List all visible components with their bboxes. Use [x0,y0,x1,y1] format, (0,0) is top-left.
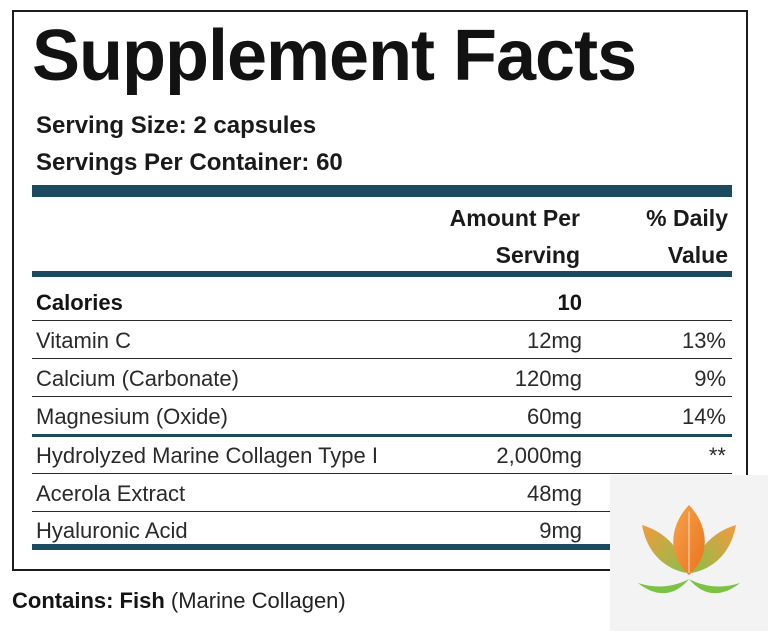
allergen-statement: Contains: Fish (Marine Collagen) [12,588,346,614]
column-header-daily-line2: Value [667,242,728,268]
nutrient-amount: 120mg [514,366,582,391]
allergen-prefix: Contains: Fish [12,588,165,613]
allergen-detail: (Marine Collagen) [164,588,346,613]
nutrient-amount: 12mg [526,328,582,353]
nutrient-row: Magnesium (Oxide) 60mg 14% [32,398,732,436]
nutrient-amount: 2,000mg [496,443,582,468]
row-divider [32,358,732,359]
column-header-amount-line1: Amount Per [449,205,580,231]
nutrient-amount: 9mg [539,518,582,543]
nutrient-name: Calcium (Carbonate) [36,366,239,391]
nutrient-daily-value: ** [708,443,726,468]
panel-title: Supplement Facts [32,16,637,96]
lotus-leaf-logo-icon [638,505,740,594]
supplement-facts-panel: Supplement Facts Serving Size: 2 capsule… [12,10,748,571]
nutrient-daily-value: 9% [694,366,726,391]
row-divider [32,473,732,474]
nutrient-amount: 48mg [526,481,582,506]
nutrient-row: Hydrolyzed Marine Collagen Type I 2,000m… [32,437,732,475]
nutrient-row: Hyaluronic Acid 9mg [32,512,732,550]
column-header-daily-value: % Daily Value [604,200,728,274]
column-header-amount-line2: Serving [495,242,580,268]
nutrient-amount: 10 [557,290,582,315]
brand-logo [610,475,768,631]
nutrient-name: Magnesium (Oxide) [36,404,228,429]
nutrient-row: Calcium (Carbonate) 120mg 9% [32,360,732,398]
column-header-daily-line1: % Daily [646,205,728,231]
nutrient-daily-value: 14% [681,404,726,429]
row-divider [32,511,732,512]
nutrient-row: Acerola Extract 48mg [32,475,732,513]
row-divider [32,320,732,321]
thick-rule-header [32,271,732,277]
row-divider [32,396,732,397]
nutrient-row: Calories 10 [32,284,732,322]
nutrient-row: Vitamin C 12mg 13% [32,322,732,360]
thick-rule-bottom [32,544,732,550]
nutrient-name: Calories [36,290,123,315]
thick-rule-top [32,185,732,197]
nutrient-name: Vitamin C [36,328,131,353]
nutrient-name: Acerola Extract [36,481,186,506]
nutrient-name: Hydrolyzed Marine Collagen Type I [36,443,378,468]
serving-size: Serving Size: 2 capsules [36,112,317,139]
section-divider [32,434,732,437]
nutrient-amount: 60mg [526,404,582,429]
servings-per-container: Servings Per Container: 60 [36,149,343,176]
column-header-amount: Amount Per Serving [394,200,580,274]
nutrient-name: Hyaluronic Acid [36,518,188,543]
nutrient-daily-value: 13% [681,328,726,353]
